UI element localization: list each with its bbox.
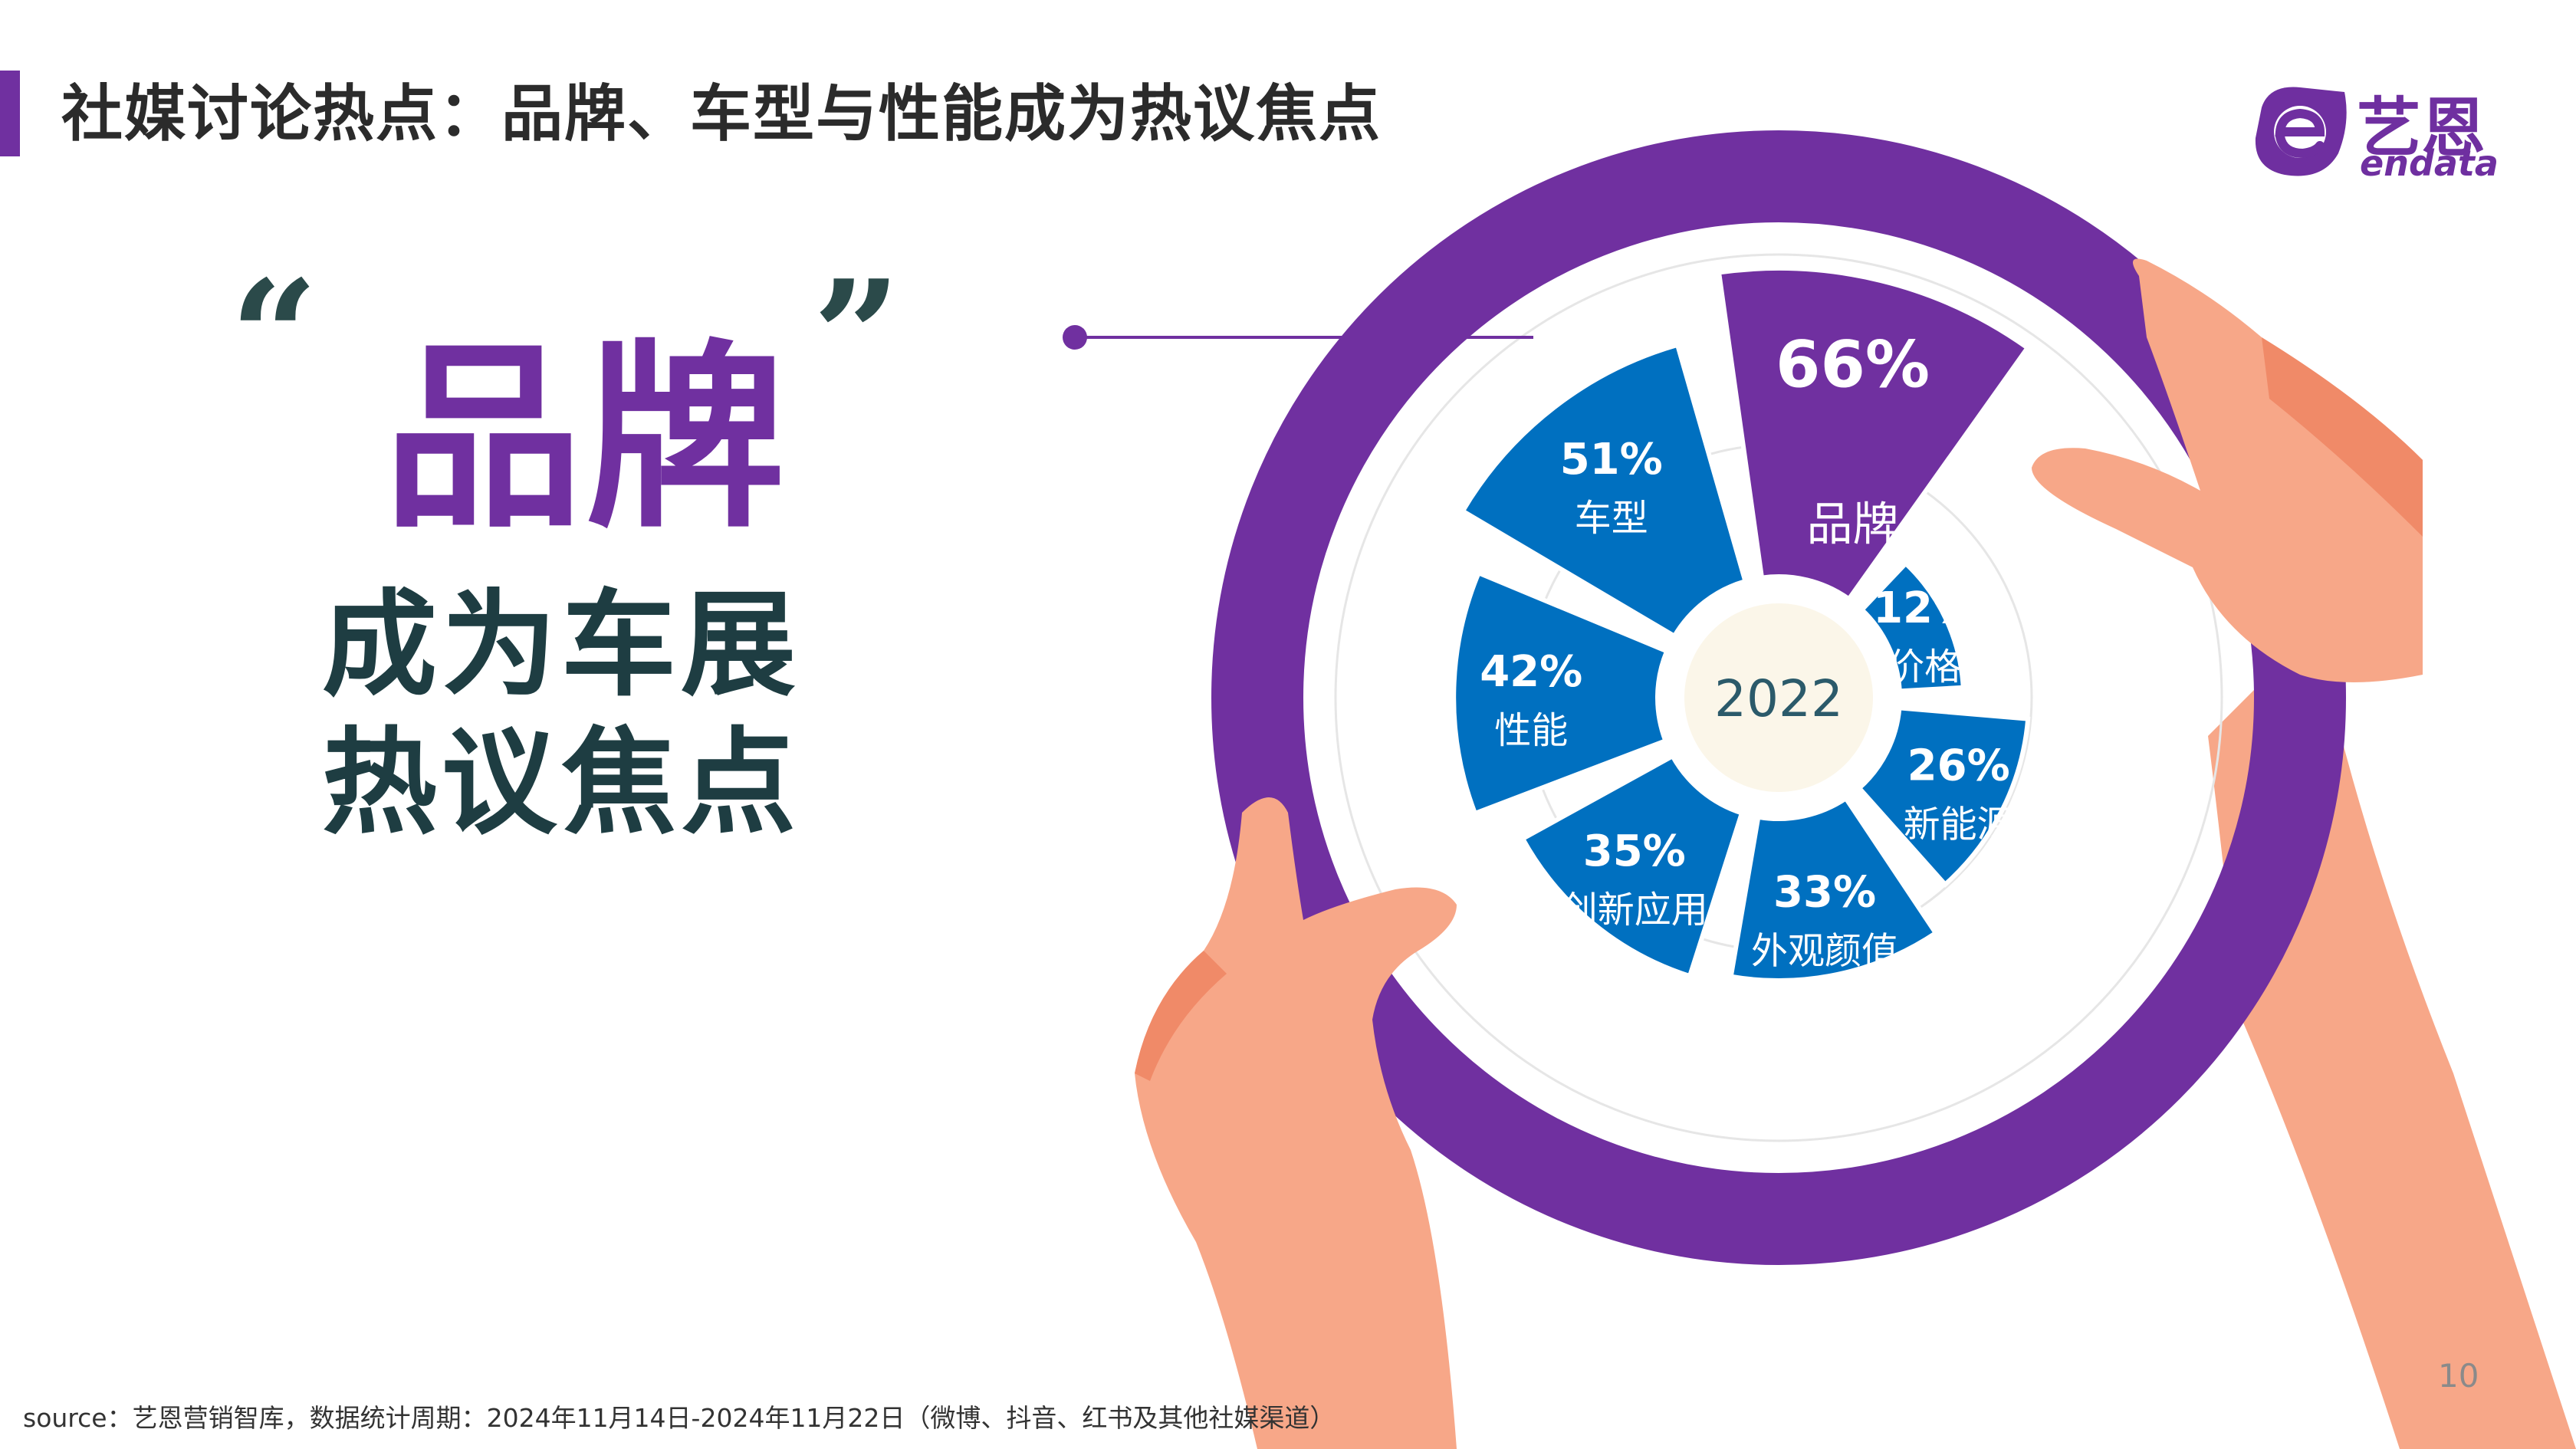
category-label: 创新应用 — [1561, 889, 1708, 932]
category-label: 价格 — [1888, 646, 1961, 688]
slice-7 — [1459, 342, 1749, 639]
title-accent-bar — [0, 71, 20, 156]
endata-logo: 艺恩 endata — [2246, 77, 2507, 184]
center-disc — [1677, 596, 1881, 800]
value-label: 12% — [1873, 583, 1976, 633]
category-label: 车型 — [1575, 497, 1648, 540]
category-label: 品牌 — [1807, 498, 1899, 551]
grid-circle — [1334, 253, 2223, 1142]
outer-ring — [1211, 130, 2346, 1265]
source-note: source：艺恩营销智库，数据统计周期：2024年11月14日-2024年11… — [23, 1403, 1336, 1433]
pointer-dot — [1063, 325, 1087, 350]
open-quote-mark: “ — [230, 247, 319, 427]
category-label: 新能源 — [1904, 803, 2014, 846]
left-hand — [1135, 797, 1457, 1449]
page-title: 社媒讨论热点：品牌、车型与性能成为热议焦点 — [61, 78, 1382, 150]
value-label: 26% — [1907, 741, 2010, 790]
category-label: 外观颜值 — [1751, 930, 1898, 973]
headline-line-1: 成为车展 — [322, 579, 801, 712]
slice-1 — [1716, 266, 2031, 603]
slice-6 — [1451, 570, 1671, 816]
value-label: 42% — [1480, 647, 1582, 697]
headline-keyword: 品牌 — [383, 324, 788, 555]
headline-line-2: 热议焦点 — [322, 717, 801, 850]
center-year-label: 2022 — [1714, 669, 1843, 728]
value-label: 33% — [1773, 868, 1876, 918]
slice-2 — [1858, 560, 1966, 694]
category-label: 性能 — [1494, 709, 1568, 752]
left-hand-shadow — [1135, 951, 1227, 1081]
close-quote-mark: ” — [813, 247, 902, 427]
value-label: 66% — [1776, 327, 1930, 402]
slice-4 — [1728, 795, 1939, 983]
logo-text: 艺恩 — [2357, 90, 2486, 166]
right-hand-shadow — [2262, 337, 2423, 537]
endata-e-logo-icon — [2255, 87, 2347, 176]
slice-3 — [1855, 705, 2031, 888]
logo-subtext: endata — [2360, 143, 2499, 184]
page-number: 10 — [2438, 1357, 2479, 1395]
right-hand-fingers — [2032, 258, 2423, 682]
value-label: 51% — [1560, 435, 1663, 485]
slice-5 — [1520, 753, 1745, 979]
value-label: 35% — [1583, 826, 1686, 876]
